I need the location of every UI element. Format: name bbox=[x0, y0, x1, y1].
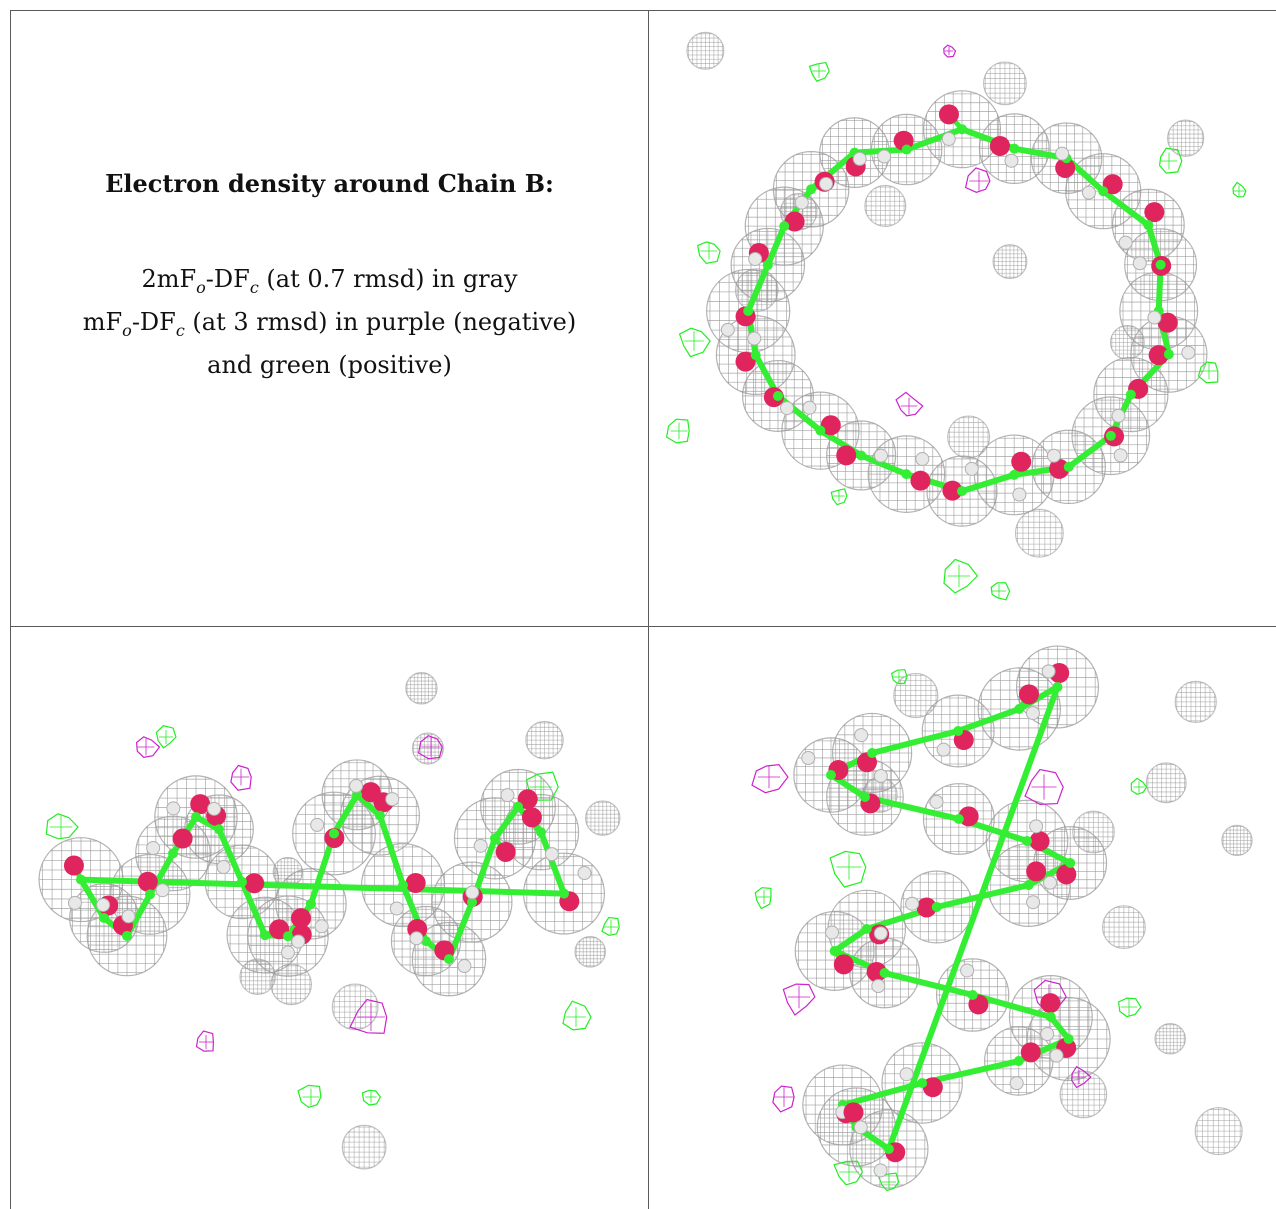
density-map-tilted-view-icon bbox=[751, 645, 1253, 1192]
figure-grid: Electron density around Chain B: 2mFo-DF… bbox=[10, 10, 1276, 1209]
panel-side-view bbox=[11, 627, 648, 1209]
panel-tilted-view bbox=[649, 627, 1276, 1209]
row-divider bbox=[10, 626, 1276, 627]
caption-line-fofc: mFo-DFc (at 3 rmsd) in purple (negative) bbox=[82, 307, 577, 340]
caption-title: Electron density around Chain B: bbox=[105, 169, 554, 198]
caption-cell: Electron density around Chain B: 2mFo-DF… bbox=[11, 11, 648, 626]
table-border bbox=[10, 10, 1276, 1209]
caption-line-2fofc: 2mFo-DFc (at 0.7 rmsd) in gray bbox=[141, 265, 518, 297]
column-divider bbox=[648, 10, 649, 1209]
panel-top-view bbox=[649, 11, 1276, 626]
density-map-ring-view-icon bbox=[665, 31, 1247, 601]
caption-line-colors: and green (positive) bbox=[207, 350, 452, 379]
legend-caption: Electron density around Chain B: 2mFo-DF… bbox=[11, 169, 648, 382]
density-map-side-view-icon bbox=[38, 672, 621, 1170]
